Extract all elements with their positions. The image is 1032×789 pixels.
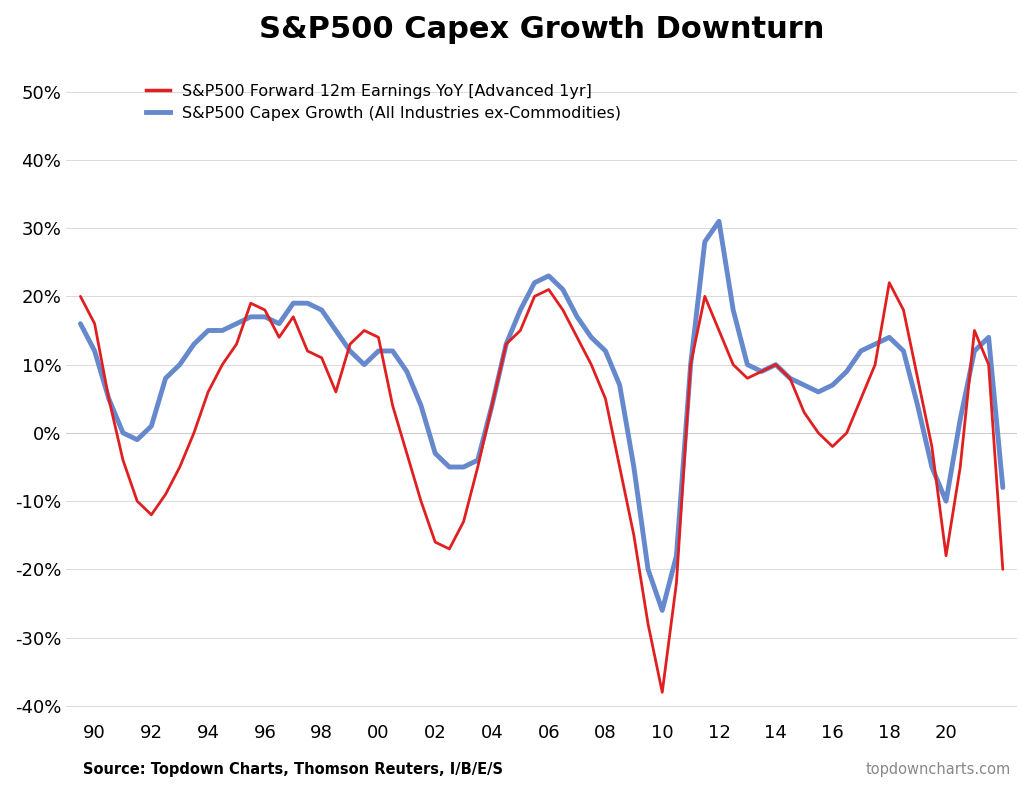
S&P500 Capex Growth (All Industries ex-Commodities) [827,380,839,390]
S&P500 Forward 12m Earnings YoY [Advanced 1yr] [812,428,825,438]
S&P500 Forward 12m Earnings YoY [Advanced 1yr] [301,346,314,356]
S&P500 Capex Growth (All Industries ex-Commodities) [358,360,370,369]
S&P500 Forward 12m Earnings YoY [Advanced 1yr] [656,687,669,697]
S&P500 Forward 12m Earnings YoY [Advanced 1yr] [486,401,498,410]
S&P500 Forward 12m Earnings YoY [Advanced 1yr] [74,292,87,301]
Title: S&P500 Capex Growth Downturn: S&P500 Capex Growth Downturn [259,15,825,44]
Text: Source: Topdown Charts, Thomson Reuters, I/B/E/S: Source: Topdown Charts, Thomson Reuters,… [83,762,503,777]
S&P500 Forward 12m Earnings YoY [Advanced 1yr] [472,462,484,472]
S&P500 Capex Growth (All Industries ex-Commodities) [713,216,725,226]
S&P500 Capex Growth (All Industries ex-Commodities) [997,483,1009,492]
S&P500 Forward 12m Earnings YoY [Advanced 1yr] [146,510,158,519]
S&P500 Forward 12m Earnings YoY [Advanced 1yr] [997,565,1009,574]
Line: S&P500 Capex Growth (All Industries ex-Commodities): S&P500 Capex Growth (All Industries ex-C… [80,221,1003,611]
Legend: S&P500 Forward 12m Earnings YoY [Advanced 1yr], S&P500 Capex Growth (All Industr: S&P500 Forward 12m Earnings YoY [Advance… [140,79,626,126]
S&P500 Capex Growth (All Industries ex-Commodities) [301,298,314,308]
Text: topdowncharts.com: topdowncharts.com [866,762,1011,777]
S&P500 Capex Growth (All Industries ex-Commodities) [472,455,484,465]
S&P500 Capex Growth (All Industries ex-Commodities) [486,401,498,410]
Line: S&P500 Forward 12m Earnings YoY [Advanced 1yr]: S&P500 Forward 12m Earnings YoY [Advance… [80,282,1003,692]
S&P500 Forward 12m Earnings YoY [Advanced 1yr] [883,278,896,287]
S&P500 Capex Growth (All Industries ex-Commodities) [74,319,87,328]
S&P500 Forward 12m Earnings YoY [Advanced 1yr] [358,326,370,335]
S&P500 Capex Growth (All Industries ex-Commodities) [656,606,669,615]
S&P500 Capex Growth (All Industries ex-Commodities) [146,421,158,431]
